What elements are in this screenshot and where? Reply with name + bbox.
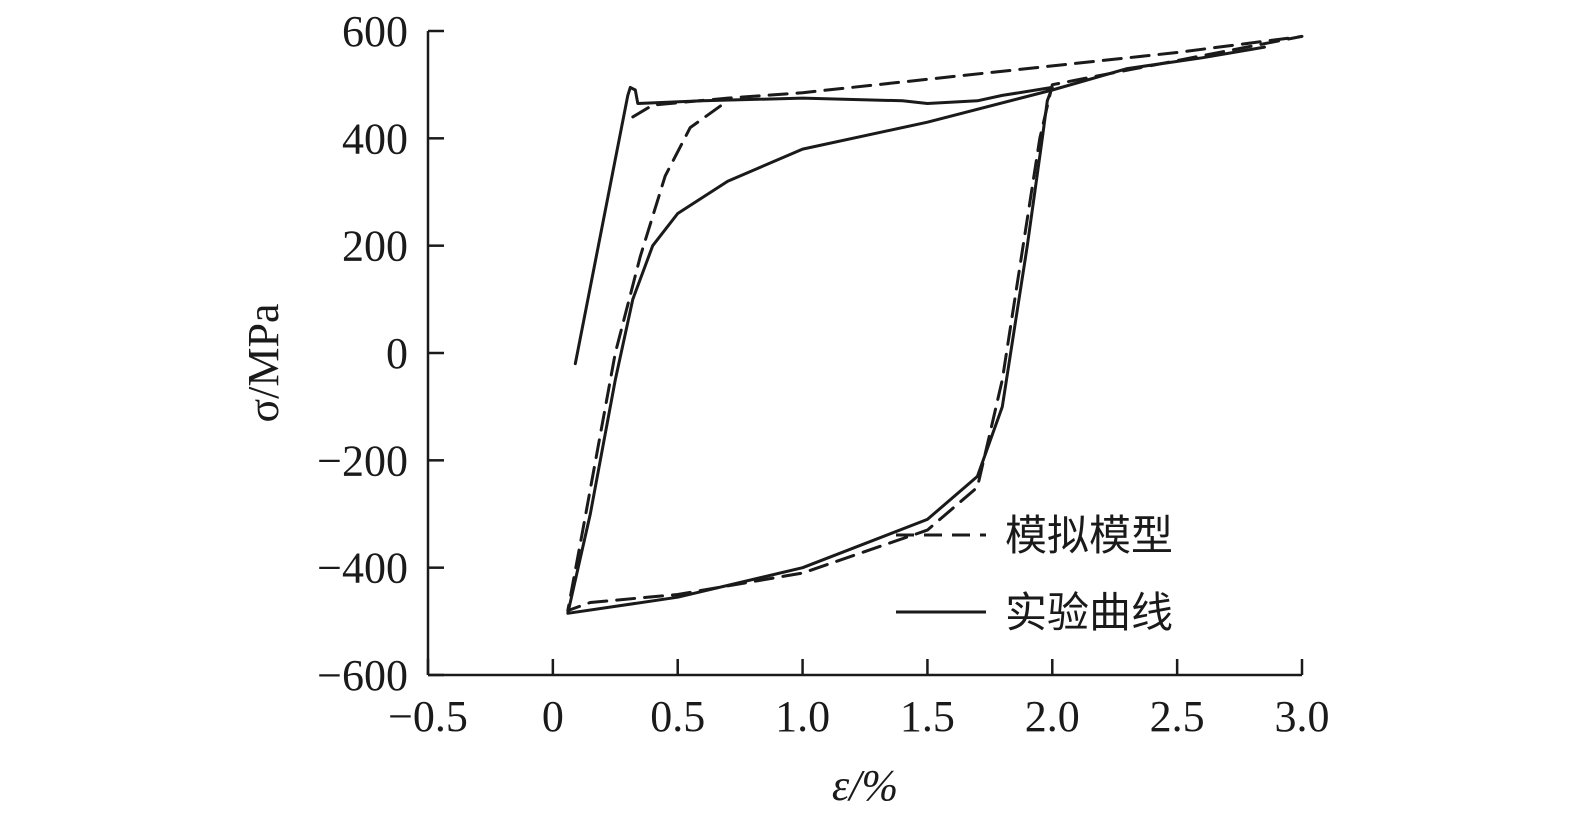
y-tick-label: −200 <box>317 436 408 485</box>
series-line-simulation <box>566 34 1304 613</box>
y-tick-label: 400 <box>342 114 408 163</box>
y-tick-label: 200 <box>342 222 408 271</box>
y-tick-label: 0 <box>386 329 408 378</box>
x-axis-title: ε/% <box>832 761 898 810</box>
axes: 600 400 200 0 −200 −400 −600−0.5 0 0.5 1.0 1.5 2.0 2… <box>239 7 1330 810</box>
y-tick-label: 600 <box>342 7 408 56</box>
x-tick-label: 1.0 <box>775 692 830 741</box>
x-tick-label: −0.5 <box>388 692 468 741</box>
x-tick-label: 2.5 <box>1150 692 1205 741</box>
legend-label: 模拟模型 <box>1005 511 1173 560</box>
x-tick-label: 1.5 <box>900 692 955 741</box>
legend-label: 实验曲线 <box>1005 588 1173 637</box>
series-layer <box>566 34 1304 615</box>
x-tick-label: 0 <box>542 692 564 741</box>
x-tick-label: 0.5 <box>650 692 705 741</box>
x-tick-label: 3.0 <box>1275 692 1330 741</box>
x-tick-label: 2.0 <box>1025 692 1080 741</box>
series-line-experiment <box>566 45 1266 615</box>
y-tick-label: −400 <box>317 544 408 593</box>
y-axis-title: σ/MPa <box>239 303 288 422</box>
y-tick-label: −600 <box>317 651 408 700</box>
